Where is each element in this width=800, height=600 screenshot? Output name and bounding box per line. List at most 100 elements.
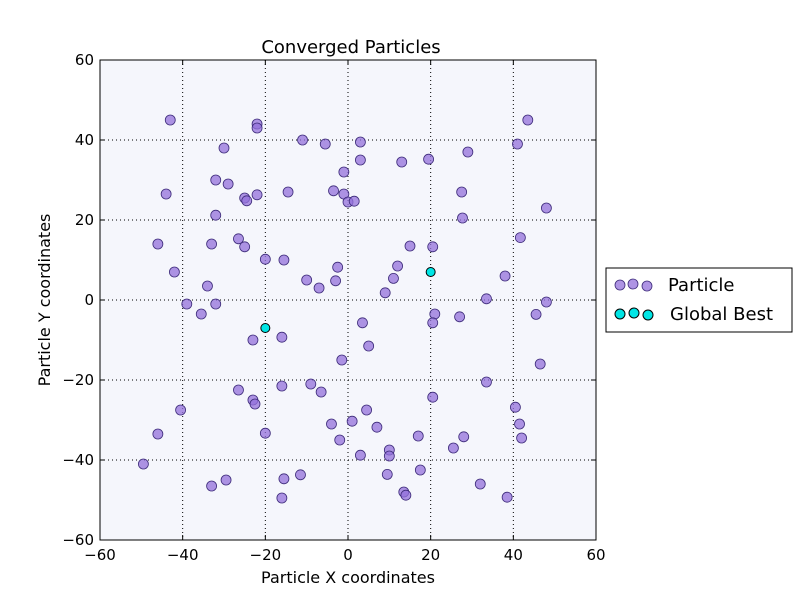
particle-point: [371, 421, 383, 433]
particle-point: [332, 261, 344, 273]
particle-point: [220, 474, 232, 486]
points-layer: [137, 114, 552, 504]
particle-point: [233, 233, 244, 245]
particle-point: [534, 358, 546, 370]
particle-point: [423, 153, 435, 165]
particle-point: [388, 272, 399, 284]
particle-point: [361, 404, 373, 416]
particle-point: [414, 464, 426, 476]
particle-point: [354, 449, 366, 461]
particle-point: [319, 138, 331, 150]
x-tick-label: 60: [586, 546, 605, 564]
legend-box: [605, 267, 793, 333]
particle-point: [301, 274, 313, 286]
legend: Particle Global Best: [605, 267, 793, 333]
legend-label-global-best: Global Best: [670, 304, 773, 325]
particle-point: [454, 311, 466, 323]
x-tick-label: −40: [167, 546, 199, 564]
legend-global-best-marker: [614, 308, 626, 320]
particle-point: [206, 480, 218, 492]
global-best-point: [425, 267, 436, 277]
particle-point: [512, 138, 523, 150]
y-tick-label: 0: [84, 291, 94, 309]
particle-point: [354, 154, 366, 166]
y-tick-label: −20: [62, 371, 94, 389]
particle-point: [336, 354, 348, 366]
particle-point: [427, 391, 439, 403]
particle-point: [297, 134, 308, 146]
particle-point: [326, 418, 337, 430]
particle-point: [541, 296, 552, 308]
particle-point: [249, 398, 261, 410]
ticks-layer: −60 −40 −20 0 20 40 60 −60 −40 −20 0 20 40 60: [62, 51, 605, 564]
particle-point: [330, 275, 342, 287]
particle-point: [160, 188, 172, 200]
particle-point: [276, 331, 288, 343]
particle-point: [313, 282, 325, 294]
legend-global-best-marker: [642, 309, 654, 321]
particle-point: [338, 166, 350, 178]
particle-point: [474, 478, 486, 490]
particle-point: [348, 195, 360, 207]
y-tick-label: 40: [75, 131, 94, 149]
legend-particle-marker: [641, 280, 653, 292]
particle-point: [427, 241, 439, 253]
particle-point: [251, 189, 263, 201]
particle-point: [152, 238, 164, 250]
particle-point: [516, 432, 527, 444]
particle-point: [328, 185, 339, 197]
particle-point: [404, 240, 416, 252]
particle-point: [210, 174, 222, 186]
particle-point: [276, 380, 288, 392]
particle-point: [239, 241, 251, 253]
particle-point: [152, 428, 164, 440]
x-axis-label: Particle X coordinates: [261, 568, 435, 587]
particle-point: [168, 266, 180, 278]
particle-point: [427, 317, 439, 329]
legend-global-best-marker: [628, 307, 640, 319]
particle-point: [218, 142, 230, 154]
particle-point: [363, 340, 375, 352]
particle-point: [447, 442, 459, 454]
particle-point: [530, 308, 542, 320]
particle-point: [357, 317, 368, 329]
particle-point: [541, 202, 552, 214]
chart-title: Converged Particles: [261, 37, 440, 58]
particle-point: [462, 146, 474, 158]
x-tick-label: −20: [250, 546, 282, 564]
particle-point: [210, 298, 222, 310]
particle-point: [514, 232, 526, 244]
particle-point: [412, 430, 424, 442]
legend-label-particle: Particle: [668, 275, 735, 296]
particle-point: [259, 427, 271, 439]
x-tick-label: 20: [421, 546, 440, 564]
y-tick-label: 60: [75, 51, 94, 69]
particle-point: [305, 378, 317, 390]
particle-point: [392, 260, 404, 272]
particle-point: [181, 298, 193, 310]
particle-point: [295, 469, 306, 481]
particle-point: [276, 492, 288, 504]
y-axis-label: Particle Y coordinates: [35, 214, 54, 387]
y-tick-label: −60: [62, 531, 94, 549]
particle-point: [259, 253, 271, 265]
particle-point: [202, 280, 213, 292]
particle-point: [210, 209, 222, 221]
legend-particle-marker: [627, 278, 639, 290]
particle-point: [334, 434, 346, 446]
particle-point: [510, 401, 521, 413]
particle-point: [278, 473, 290, 485]
y-tick-label: −40: [62, 451, 94, 469]
particle-point: [522, 114, 534, 126]
particle-point: [429, 308, 441, 320]
particle-point: [195, 308, 207, 320]
particle-point: [137, 458, 149, 470]
particle-point: [457, 212, 468, 224]
x-tick-label: 0: [343, 546, 353, 564]
particle-point: [346, 415, 358, 427]
particle-point: [381, 468, 393, 480]
particle-point: [282, 186, 294, 198]
particle-point: [247, 334, 259, 346]
